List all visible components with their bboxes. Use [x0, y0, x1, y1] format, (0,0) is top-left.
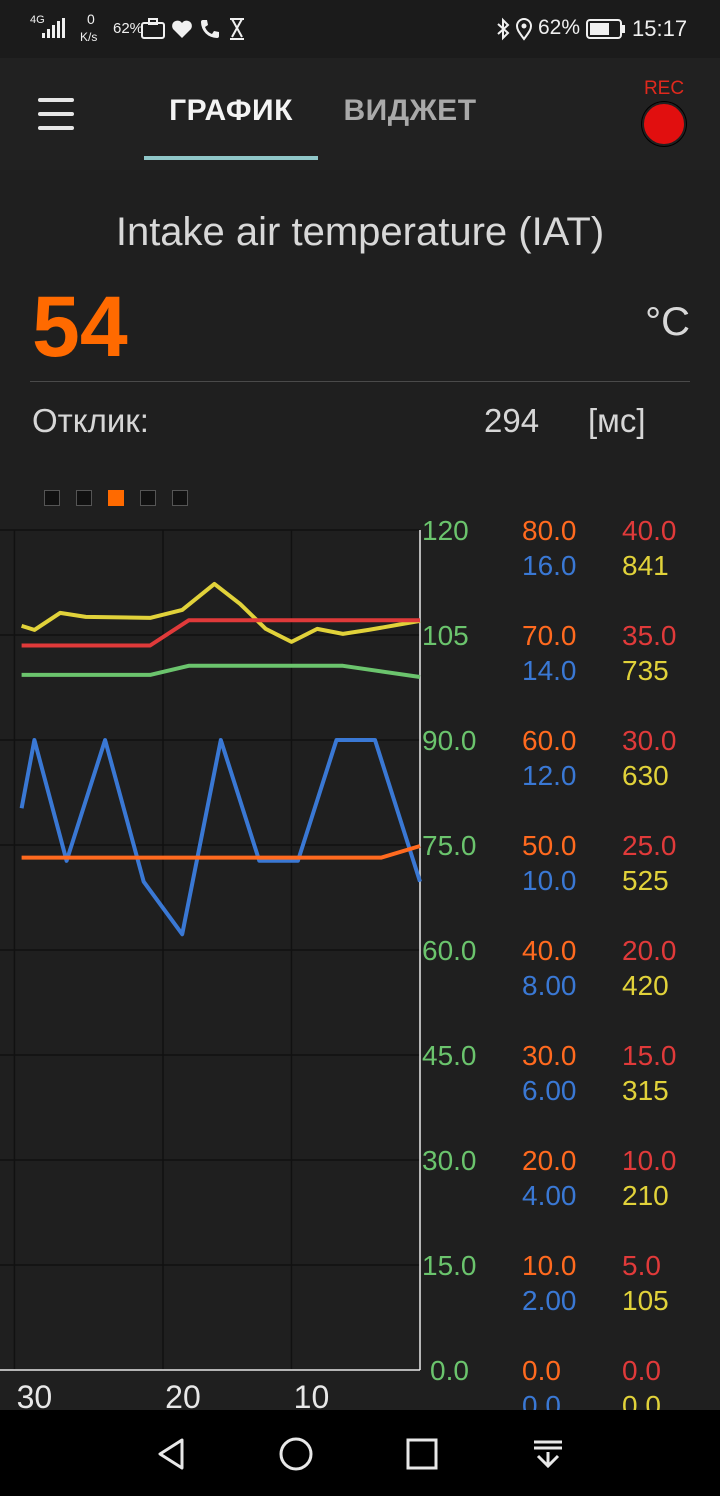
clock: 15:17 [632, 16, 688, 41]
series-line [21, 618, 420, 648]
y-axis-tick-label: 40.0 [622, 515, 677, 546]
bluetooth-icon [497, 17, 510, 41]
recents-icon[interactable] [402, 1434, 442, 1474]
rec-label: REC [643, 78, 685, 99]
battery-icon [586, 19, 625, 39]
menu-icon-line [38, 98, 74, 102]
series-line [21, 844, 421, 860]
tab-indicator [144, 156, 318, 160]
y-axis-tick-label: 120 [422, 515, 469, 546]
y-axis-tick-label: 0.0 [430, 1355, 469, 1386]
sensor-chart: 120 105 90.0 75.0 60.0 45.0 30.0 15.0 0.0 80.0 70.… [0, 515, 677, 1410]
y-axis-tick-label: 16.0 [522, 550, 577, 581]
y-axis-tick-label: 15.0 [622, 1040, 677, 1071]
page-dot[interactable] [140, 490, 156, 506]
heart-icon [172, 20, 192, 38]
sensor-title: Intake air temperature (IAT) [115, 210, 605, 254]
y-axis-tick-label: 20.0 [622, 935, 677, 966]
y-axis-tick-label: 35.0 [622, 620, 677, 651]
y-axis-tick-label: 60.0 [522, 725, 577, 756]
y-axis-tick-label: 60.0 [422, 935, 477, 966]
phone-icon [201, 20, 219, 38]
y-axis-tick-label: 20.0 [522, 1145, 577, 1176]
back-icon[interactable] [152, 1434, 192, 1474]
y-axis-tick-label: 10.0 [622, 1145, 677, 1176]
y-axis-tick-label: 5.0 [622, 1250, 661, 1281]
series-line [21, 581, 421, 644]
y-axis-tick-label: 30.0 [622, 725, 677, 756]
y-axis-tick-label: 420 [622, 970, 669, 1001]
divider [30, 381, 690, 382]
sensor-value: 54 [32, 279, 128, 375]
hourglass-icon [230, 18, 244, 40]
y-axis-tick-label: 4.00 [522, 1180, 577, 1211]
navigation-bar [0, 1410, 720, 1496]
location-icon [515, 18, 533, 41]
series-line [21, 663, 421, 679]
page-dot[interactable] [108, 490, 124, 506]
x-axis-tick-label: 20 [165, 1379, 201, 1410]
y-axis-tick-label: 15.0 [422, 1250, 477, 1281]
x-axis-tick-label: 10 [294, 1379, 330, 1410]
y-axis-tick-label: 30.0 [522, 1040, 577, 1071]
y-axis-tick-label: 30.0 [422, 1145, 477, 1176]
home-icon[interactable] [276, 1434, 316, 1474]
record-button[interactable] [642, 102, 686, 146]
response-value: 294 [484, 402, 540, 439]
y-axis-tick-label: 75.0 [422, 830, 477, 861]
page-dot[interactable] [76, 490, 92, 506]
notification-pulldown-icon[interactable] [528, 1434, 568, 1474]
y-axis-tick-label: 70.0 [522, 620, 577, 651]
y-axis-tick-label: 630 [622, 760, 669, 791]
menu-icon-line [38, 126, 74, 130]
y-axis-tick-label: 525 [622, 865, 669, 896]
y-axis-tick-label: 735 [622, 655, 669, 686]
sensor-unit: °C [645, 300, 690, 344]
net-speed-unit: K/s [80, 30, 98, 44]
medkit-icon [141, 18, 165, 39]
battery-small-text: 62% [113, 20, 144, 37]
menu-icon-line [38, 112, 74, 116]
x-axis-tick-label: 30 [17, 1379, 53, 1410]
y-axis-tick-label: 25.0 [622, 830, 677, 861]
y-axis-tick-label: 0.0 [522, 1390, 561, 1410]
menu-button[interactable] [30, 96, 82, 132]
signal-icon [42, 18, 65, 38]
page-dot[interactable] [172, 490, 188, 506]
battery-percent: 62% [538, 16, 581, 39]
y-axis-tick-label: 10.0 [522, 1250, 577, 1281]
y-axis-tick-label: 14.0 [522, 655, 577, 686]
y-axis-tick-label: 0.0 [622, 1355, 661, 1386]
y-axis-tick-label: 0.0 [622, 1390, 661, 1410]
tab-graph[interactable]: ГРАФИК [169, 94, 293, 127]
y-axis-tick-label: 90.0 [422, 725, 477, 756]
y-axis-tick-label: 315 [622, 1075, 669, 1106]
response-unit: [мс] [588, 402, 646, 439]
net-speed-value: 0 [87, 11, 95, 27]
y-axis-tick-label: 105 [422, 620, 469, 651]
y-axis-tick-label: 50.0 [522, 830, 577, 861]
y-axis-tick-label: 841 [622, 550, 669, 581]
tab-widget[interactable]: ВИДЖЕТ [343, 94, 477, 127]
status-bar: 4G 0 K/s 62% 62% 15:17 [0, 0, 720, 58]
y-axis-tick-label: 6.00 [522, 1075, 577, 1106]
y-axis-tick-label: 210 [622, 1180, 669, 1211]
y-axis-tick-label: 10.0 [522, 865, 577, 896]
y-axis-tick-label: 80.0 [522, 515, 577, 546]
y-axis-tick-label: 105 [622, 1285, 669, 1316]
response-label: Отклик: [32, 402, 149, 439]
series-line [19, 738, 422, 937]
y-axis-tick-label: 0.0 [522, 1355, 561, 1386]
y-axis-tick-label: 8.00 [522, 970, 577, 1001]
y-axis-tick-label: 45.0 [422, 1040, 477, 1071]
app-bar: ГРАФИК ВИДЖЕТ REC [0, 58, 720, 170]
page-dot[interactable] [44, 490, 60, 506]
y-axis-tick-label: 12.0 [522, 760, 577, 791]
y-axis-tick-label: 2.00 [522, 1285, 577, 1316]
y-axis-tick-label: 40.0 [522, 935, 577, 966]
network-type: 4G [30, 14, 45, 26]
